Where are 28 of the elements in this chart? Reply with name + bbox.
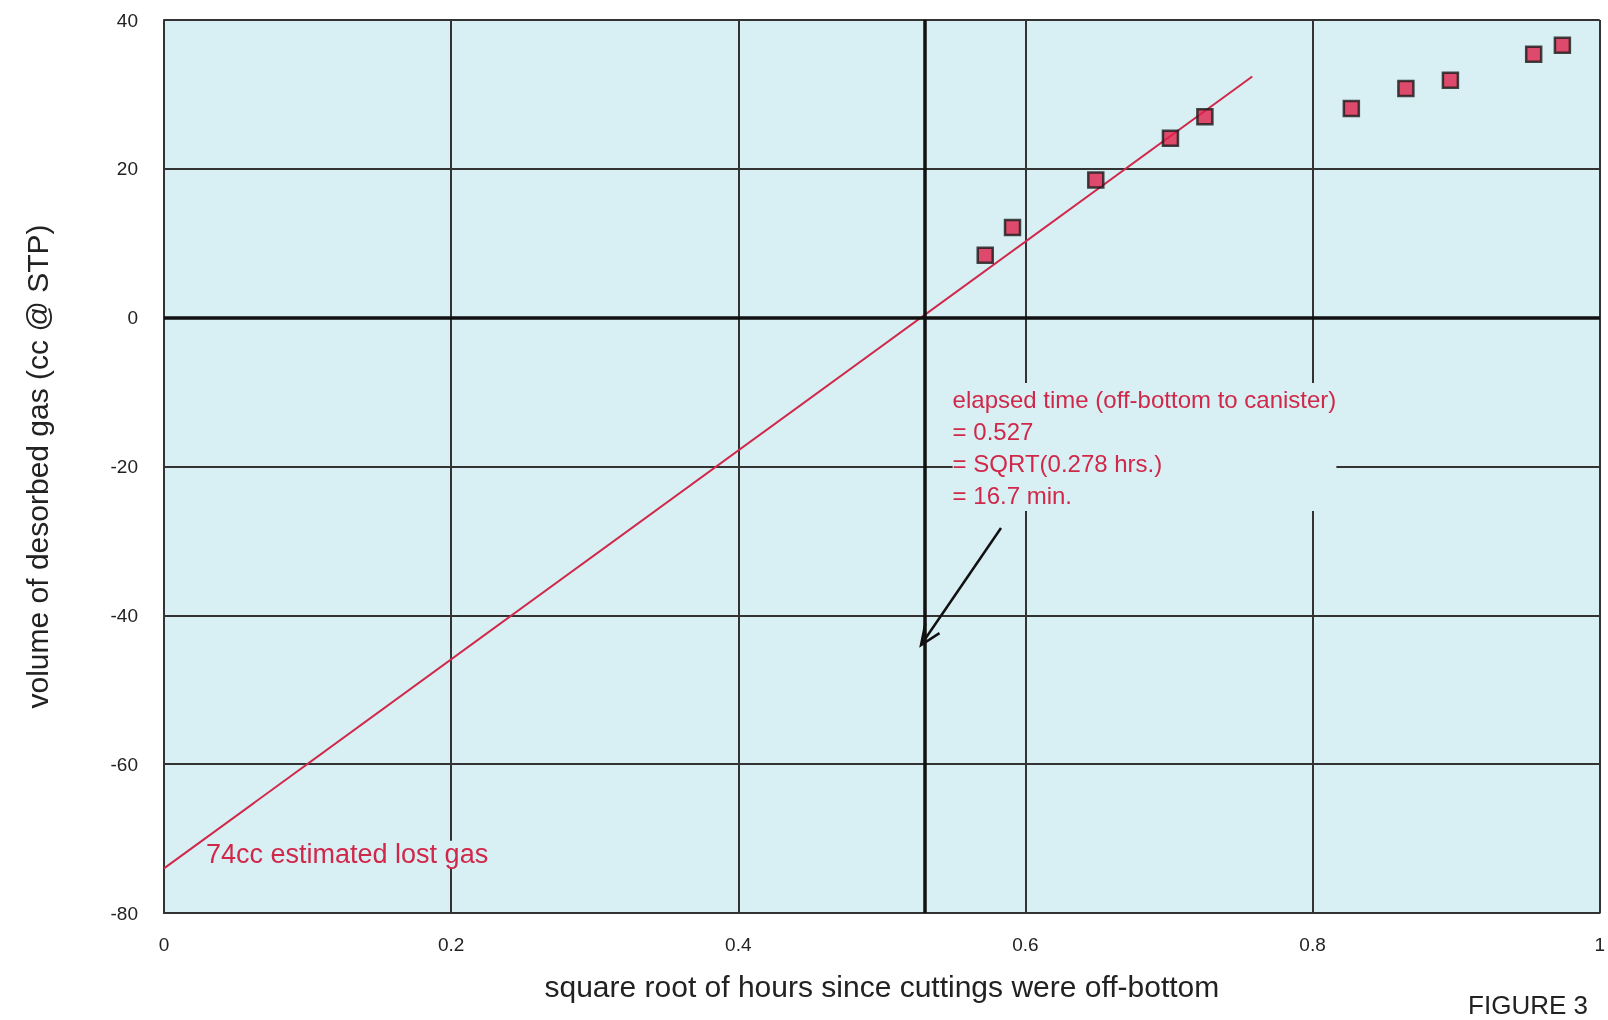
point xyxy=(1524,45,1543,63)
y-tick-label: -60 xyxy=(110,753,138,775)
y-tick-label: 20 xyxy=(116,158,138,180)
point xyxy=(1441,71,1460,90)
point xyxy=(1196,107,1214,126)
point xyxy=(976,246,994,264)
x-tick-label: 0.4 xyxy=(725,934,752,955)
x-tick-label: 1 xyxy=(1594,934,1606,955)
annotation: elapsed time (off-bottom to canister) = 0.527 = SQRT(0.278 hrs.) = 16.7 min. xyxy=(952,385,1337,509)
y-tick-label: 0 xyxy=(127,307,138,329)
point xyxy=(1397,79,1415,98)
point xyxy=(1087,171,1105,189)
y-tick-label: 40 xyxy=(116,9,138,31)
x-tick-label: 0.2 xyxy=(437,934,465,955)
y-tick-label: -20 xyxy=(110,456,138,477)
x-tick-label: 0 xyxy=(158,934,170,955)
x-axis-title: square root of hours since cuttings were off-bottom xyxy=(544,969,1220,1003)
caption: FIGURE 3 xyxy=(1468,990,1589,1020)
y-tick-label: -40 xyxy=(110,604,138,626)
annotation: 74cc estimated lost gas xyxy=(206,839,489,870)
point xyxy=(1553,36,1572,55)
x-tick-label: 0.6 xyxy=(1012,934,1039,955)
y-tick-label: -80 xyxy=(110,902,138,924)
y-axis-title: volume of desorbed gas (cc @ STP) xyxy=(20,224,54,709)
x-tick-label: 0.8 xyxy=(1299,934,1326,955)
point xyxy=(1161,129,1180,148)
point xyxy=(1003,218,1022,237)
point xyxy=(1342,99,1361,118)
